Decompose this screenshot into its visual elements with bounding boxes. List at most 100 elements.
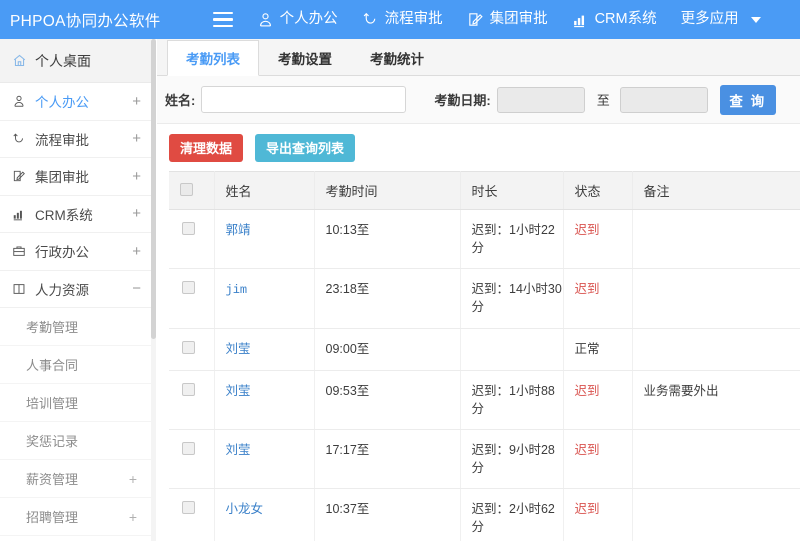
row-select-cell	[169, 268, 215, 329]
tab-attendance-settings[interactable]: 考勤设置	[278, 51, 332, 67]
row-checkbox[interactable]	[182, 222, 195, 235]
caret-down-icon[interactable]	[750, 16, 761, 23]
sidebar-expander-icon[interactable]: +	[132, 205, 141, 223]
sidebar-item-personal-desktop[interactable]: 个人桌面	[0, 39, 155, 83]
briefcase-icon	[12, 244, 27, 258]
search-name-input[interactable]	[201, 86, 407, 113]
sidebar-subitem-recruitment[interactable]: 招聘管理 +	[0, 498, 155, 536]
edit-square-icon	[467, 11, 484, 28]
row-status-cell: 迟到	[563, 268, 633, 329]
tab-attendance-statistics[interactable]: 考勤统计	[370, 51, 424, 67]
sidebar-item-crm[interactable]: CRM系统 +	[0, 196, 155, 233]
nav-item-crm[interactable]: CRM系统	[572, 11, 657, 28]
sidebar-subitem-attendance[interactable]: 考勤管理	[0, 308, 155, 346]
employee-name-link[interactable]: jim	[225, 283, 248, 298]
sidebar-subitem-label: 考勤管理	[26, 320, 79, 335]
row-time-cell: 10:13至	[314, 209, 461, 270]
sidebar-item-group-approval[interactable]: 集团审批 +	[0, 158, 155, 196]
nav-item-group-approval[interactable]: 集团审批	[467, 11, 548, 28]
employee-name-link[interactable]: 刘莹	[225, 383, 251, 398]
table-row: jim 23:18至 迟到：14小时30分 迟到	[169, 268, 800, 329]
sidebar-item-admin-office[interactable]: 行政办公 +	[0, 233, 155, 271]
sidebar-subitem-label: 奖惩记录	[26, 434, 79, 449]
export-query-list-button[interactable]: 导出查询列表	[255, 133, 356, 162]
row-name-cell: 刘莹	[214, 328, 315, 371]
query-button[interactable]: 查 询	[719, 84, 776, 115]
select-all-checkbox[interactable]	[180, 182, 193, 196]
row-duration-cell	[460, 328, 564, 371]
sidebar-item-label: 行政办公	[35, 245, 89, 261]
table-row: 刘莹 17:17至 迟到：9小时28分 迟到	[169, 429, 800, 490]
table-header-status: 状态	[563, 171, 633, 210]
sidebar-item-process-approval[interactable]: 流程审批 +	[0, 121, 155, 158]
sidebar-item-human-resources[interactable]: 人力资源 −	[0, 271, 155, 308]
sidebar-item-label: 个人桌面	[35, 52, 91, 69]
row-checkbox[interactable]	[182, 340, 195, 354]
date-from-input[interactable]	[496, 86, 585, 113]
row-time-cell: 23:18至	[314, 268, 461, 329]
clean-data-button[interactable]: 清理数据	[169, 133, 244, 162]
sidebar-subitem-reward-punishment[interactable]: 奖惩记录	[0, 422, 155, 460]
sidebar-scrollbar-thumb[interactable]	[151, 39, 156, 339]
nav-label: 更多应用	[680, 11, 739, 28]
nav-item-more-apps[interactable]: 更多应用	[681, 12, 739, 27]
sidebar-expander-icon[interactable]: +	[132, 242, 141, 260]
sidebar-subitem-label: 薪资管理	[26, 472, 79, 487]
book-icon	[12, 282, 27, 296]
employee-name-link[interactable]: 刘莹	[225, 442, 251, 457]
sidebar-expander-icon[interactable]: +	[132, 167, 141, 185]
sidebar-expander-icon[interactable]: +	[132, 130, 141, 148]
table-header-row: 姓名 考勤时间 时长 状态 备注	[169, 171, 800, 210]
sidebar-subitem-salary[interactable]: 薪资管理 +	[0, 460, 155, 498]
sidebar-item-label: 个人办公	[35, 95, 89, 111]
sidebar-expander-icon[interactable]: +	[128, 508, 137, 525]
date-range-separator: 至	[596, 93, 610, 108]
table-header-duration: 时长	[460, 171, 564, 210]
row-checkbox[interactable]	[182, 281, 195, 295]
row-duration-cell: 迟到：1小时88分	[460, 370, 564, 430]
sidebar-expander-icon[interactable]: +	[128, 470, 137, 487]
nav-label: 个人办公	[279, 11, 338, 28]
search-filter-bar: 姓名: 考勤日期: 至 查 询	[157, 76, 800, 124]
row-time-cell: 09:53至	[314, 370, 461, 430]
row-status-cell: 迟到	[563, 209, 633, 270]
sidebar-item-personal-office[interactable]: 个人办公 +	[0, 83, 155, 121]
row-name-cell: jim	[214, 268, 315, 329]
table-body: 郭靖 10:13至 迟到：1小时22分 迟到 jim 23:18至 迟到：14小时30分 迟到…	[169, 209, 800, 541]
action-button-bar: 清理数据 导出查询列表	[157, 124, 800, 171]
sidebar-expander-icon[interactable]: +	[132, 92, 141, 110]
attendance-table: 姓名 考勤时间 时长 状态 备注 郭靖 10:13至 迟到：1小时22分 迟到 jim 2…	[169, 171, 800, 541]
edit-square-icon	[12, 169, 27, 183]
nav-label: CRM系统	[594, 11, 657, 28]
table-header-name: 姓名	[214, 171, 315, 210]
sidebar-subitem-personnel[interactable]: 人事管理 +	[0, 536, 155, 541]
sidebar-item-label: 人力资源	[35, 282, 89, 298]
sidebar-scrollbar[interactable]	[151, 39, 156, 541]
row-remark-cell	[632, 429, 800, 490]
row-checkbox[interactable]	[182, 382, 195, 396]
employee-name-link[interactable]: 小龙女	[225, 502, 264, 517]
table-row: 小龙女 10:37至 迟到：2小时62分 迟到	[169, 488, 800, 541]
sidebar-subitem-training[interactable]: 培训管理	[0, 384, 155, 422]
date-to-input[interactable]	[619, 86, 708, 113]
nav-item-process-approval[interactable]: 流程审批	[362, 11, 443, 28]
employee-name-link[interactable]: 郭靖	[225, 223, 251, 237]
row-checkbox[interactable]	[182, 501, 195, 515]
sidebar-subitem-hr-contract[interactable]: 人事合同	[0, 346, 155, 384]
row-status-cell: 迟到	[563, 429, 633, 490]
employee-name-link[interactable]: 刘莹	[225, 341, 251, 356]
tab-attendance-list[interactable]: 考勤列表	[167, 40, 259, 76]
user-icon	[12, 94, 27, 108]
hamburger-icon[interactable]	[212, 11, 233, 28]
row-name-cell: 刘莹	[214, 429, 315, 490]
row-duration-cell: 迟到：2小时62分	[460, 488, 564, 541]
table-row: 刘莹 09:00至 正常	[169, 328, 800, 371]
bar-chart-icon	[12, 207, 27, 221]
nav-item-personal-office[interactable]: 个人办公	[257, 11, 338, 28]
row-checkbox[interactable]	[182, 441, 195, 455]
bar-chart-icon	[572, 11, 589, 28]
sidebar-expander-icon[interactable]: −	[132, 280, 141, 298]
nav-label: 流程审批	[384, 11, 443, 28]
nav-label: 集团审批	[489, 11, 548, 28]
row-name-cell: 郭靖	[214, 209, 315, 270]
